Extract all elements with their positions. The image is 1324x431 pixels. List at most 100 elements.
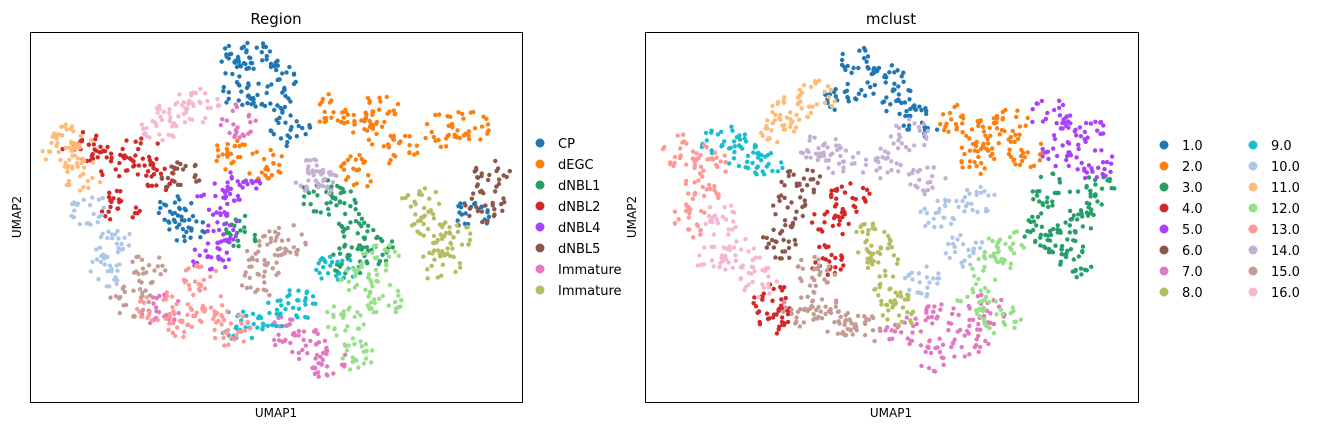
scatter-point [723, 217, 729, 222]
scatter-point [687, 211, 692, 216]
scatter-point [793, 125, 799, 130]
scatter-point [296, 333, 301, 338]
scatter-point [308, 202, 313, 207]
scatter-point [139, 257, 145, 262]
scatter-point [976, 333, 981, 339]
scatter-point [779, 297, 784, 302]
scatter-point [117, 174, 122, 179]
scatter-point [942, 215, 947, 220]
scatter-point [991, 321, 997, 327]
scatter-point [478, 137, 483, 142]
scatter-point [253, 251, 258, 256]
scatter-point [67, 145, 72, 150]
scatter-point [101, 205, 106, 210]
scatter-point [254, 45, 259, 50]
scatter-point [729, 227, 735, 232]
scatter-point [348, 154, 353, 159]
scatter-point [948, 321, 954, 326]
legend-marker [535, 201, 545, 211]
scatter-point [1085, 135, 1090, 140]
legend-item: 3.0 [1159, 181, 1203, 196]
scatter-point [242, 229, 247, 235]
scatter-point [356, 211, 362, 217]
scatter-point [434, 240, 439, 245]
scatter-point [221, 84, 226, 90]
scatter-point [734, 239, 739, 244]
scatter-point [675, 133, 680, 138]
scatter-point [259, 170, 264, 175]
scatter-point [461, 116, 466, 121]
scatter-point [359, 216, 365, 221]
scatter-point [940, 112, 946, 117]
scatter-point [967, 191, 972, 196]
scatter-point [100, 195, 105, 201]
legend-item: 13.0 [1248, 223, 1300, 238]
scatter-point [467, 136, 472, 142]
scatter-point [380, 293, 385, 299]
scatter-point [43, 157, 48, 162]
scatter-point [789, 307, 794, 312]
scatter-point [318, 210, 323, 215]
scatter-point [337, 199, 343, 204]
scatter-point [265, 323, 270, 328]
scatter-point [766, 285, 771, 290]
scatter-point [801, 176, 807, 181]
scatter-point [435, 248, 441, 253]
scatter-point [106, 209, 111, 214]
scatter-point [318, 257, 323, 263]
scatter-point [166, 327, 171, 332]
scatter-point [109, 232, 115, 237]
scatter-point [348, 220, 353, 225]
scatter-point [1075, 167, 1080, 172]
scatter-point [794, 209, 799, 214]
scatter-point [1053, 243, 1058, 248]
scatter-point [301, 194, 307, 199]
scatter-point [1095, 128, 1100, 133]
scatter-point [829, 252, 834, 258]
scatter-point [362, 235, 367, 240]
scatter-point [836, 214, 841, 219]
scatter-point [324, 201, 329, 206]
scatter-point [878, 246, 884, 251]
legend-marker [1159, 140, 1169, 150]
scatter-point [899, 141, 904, 146]
legend-label: 4.0 [1182, 202, 1203, 217]
scatter-point [878, 176, 883, 181]
scatter-point [98, 259, 104, 265]
scatter-point [98, 144, 103, 149]
scatter-point [856, 150, 861, 155]
scatter-point [162, 217, 167, 222]
scatter-point [200, 120, 206, 125]
scatter-point [278, 170, 283, 175]
scatter-point [290, 349, 295, 355]
scatter-point [992, 277, 998, 282]
scatter-point [906, 293, 911, 298]
scatter-point [278, 136, 284, 141]
scatter-point [229, 51, 234, 57]
scatter-point [315, 331, 320, 337]
scatter-point [242, 328, 248, 333]
legend-marker [1248, 287, 1258, 297]
scatter-point [923, 106, 928, 111]
scatter-point [226, 43, 232, 49]
scatter-point [221, 232, 226, 237]
scatter-point [712, 150, 718, 155]
scatter-point [739, 247, 744, 252]
scatter-point [1011, 241, 1016, 246]
scatter-point [671, 163, 676, 169]
scatter-point [836, 222, 842, 227]
scatter-point [102, 149, 108, 154]
scatter-point [886, 308, 891, 313]
scatter-point [303, 302, 308, 307]
scatter-point [115, 228, 120, 234]
scatter-point [932, 304, 937, 309]
scatter-point [325, 271, 331, 276]
scatter-point [728, 203, 734, 208]
scatter-point [1088, 121, 1094, 126]
scatter-point [317, 169, 322, 174]
legend-item: Immature [535, 284, 622, 299]
scatter-point [165, 184, 170, 190]
legend-marker [1159, 161, 1169, 171]
scatter-point [205, 228, 210, 234]
scatter-point [68, 139, 74, 145]
